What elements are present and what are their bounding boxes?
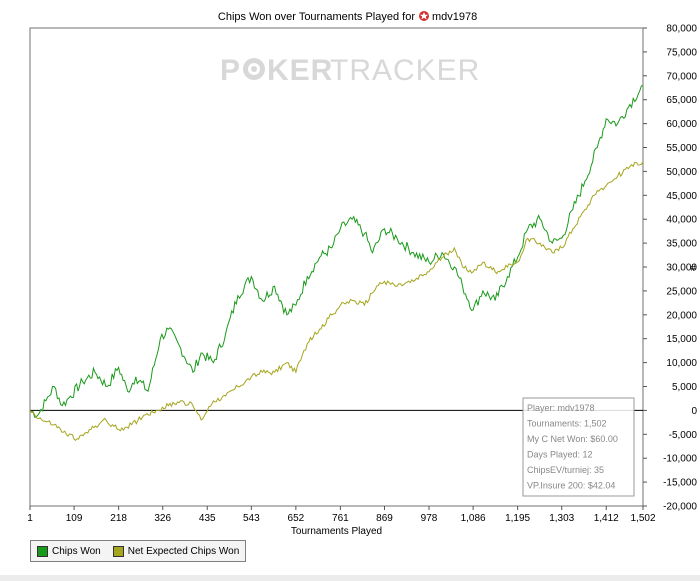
x-tick-label: 1,195 [505,513,530,524]
legend-swatch-net-expected [112,545,124,557]
x-tick-label: 326 [154,513,171,524]
x-tick-label: 1 [27,513,33,524]
x-tick-label: 869 [376,513,393,524]
y-tick-label: 50,000 [666,167,697,178]
y-tick-label: -5,000 [669,430,698,441]
y-tick-label: 75,000 [666,47,697,58]
chart-title: Chips Won over Tournaments Played for [218,11,415,23]
info-line: Tournaments: 1,502 [527,419,607,429]
y-tick-label: 65,000 [666,95,697,106]
y-tick-label: 20,000 [666,310,697,321]
legend-label-chips-won: Chips Won [52,545,101,557]
series-layer [29,84,644,441]
x-tick-label: 218 [110,513,127,524]
info-line: Player: mdv1978 [527,403,595,413]
y-axis-title: # [690,263,696,274]
x-tick-label: 1,303 [549,513,574,524]
y-tick-label: -15,000 [663,478,697,489]
y-tick-label: 0 [691,406,697,417]
y-tick-label: 35,000 [666,239,697,250]
watermark-text-right: TRACKER [330,54,480,87]
x-tick-label: 435 [199,513,216,524]
watermark-text-mid: KER [267,54,333,87]
y-tick-label: 40,000 [666,215,697,226]
info-line: My C Net Won: $60.00 [527,434,618,444]
pokerstars-icon [419,11,429,21]
info-line: ChipsEV/turniej: 35 [527,465,604,475]
chart-title-player: mdv1978 [432,11,477,23]
legend-label-net-expected: Net Expected Chips Won [127,545,240,557]
x-tick-label: 109 [66,513,83,524]
poker-chip-icon [243,58,265,80]
legend-item-net-expected[interactable]: Net Expected Chips Won [112,545,240,557]
y-tick-label: 30,000 [666,263,697,274]
series-line-net-expected [29,161,644,441]
pokertracker-watermark: P KER TRACKER [220,54,480,87]
info-line: VP.Insure 200: $42.04 [527,481,615,491]
info-line: Days Played: 12 [527,450,593,460]
y-tick-label: -10,000 [663,454,697,465]
x-tick-label: 543 [243,513,260,524]
y-tick-label: 5,000 [672,382,697,393]
legend-item-chips-won[interactable]: Chips Won [37,545,101,557]
y-tick-label: -20,000 [663,502,697,513]
y-tick-label: 25,000 [666,286,697,297]
y-tick-label: 60,000 [666,119,697,130]
x-tick-label: 1,412 [594,513,619,524]
x-tick-label: 761 [332,513,349,524]
y-tick-label: 10,000 [666,358,697,369]
x-axis-title: Tournaments Played [291,526,382,537]
y-tick-label: 55,000 [666,143,697,154]
y-tick-label: 15,000 [666,334,697,345]
y-axis: -20,000 -15,000 -10,000 -5,000 0 5,000 10,000 1… [643,24,697,513]
x-tick-label: 978 [421,513,438,524]
x-tick-label: 652 [288,513,305,524]
x-tick-label: 1,086 [461,513,486,524]
y-tick-label: 80,000 [666,24,697,35]
y-tick-label: 45,000 [666,191,697,202]
stats-info-box: Player: mdv1978 Tournaments: 1,502 My C Ne… [522,397,635,497]
window-bottom-strip [0,575,700,581]
x-axis: 1 109 218 326 435 543 652 761 869 978 1,086 1,195 1,… [27,506,656,524]
legend-swatch-chips-won [37,545,48,557]
x-tick-label: 1,502 [630,513,655,524]
series-line-chips-won [29,84,644,418]
watermark-text-left: P [220,54,241,87]
y-tick-label: 70,000 [666,71,697,82]
legend: Chips Won Net Expected Chips Won [30,540,247,562]
